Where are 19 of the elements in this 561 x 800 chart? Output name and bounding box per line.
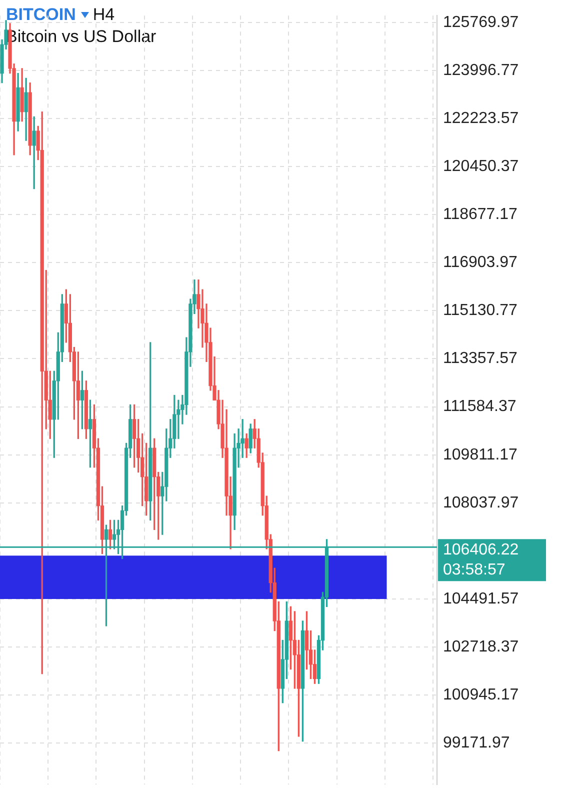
y-tick-label: 113357.57 [443,350,518,368]
y-tick-label: 116903.97 [443,254,518,272]
y-tick-label: 100945.17 [443,686,519,704]
text: 03:58:57 [443,562,506,579]
y-tick-label: 111584.37 [443,398,516,416]
y-tick-label: 125769.97 [443,14,519,31]
y-tick-label: 115130.77 [443,302,518,320]
annotation: H4 [92,5,115,24]
ref-line-label: 106406.22 [443,542,519,559]
y-tick-label: 99171.97 [443,734,510,752]
y-tick-label: 108037.97 [443,494,519,512]
chart-title: BITCOIN [6,5,76,24]
y-tick-label: 120450.37 [443,158,519,175]
y-tick-label: 118677.17 [443,206,518,223]
y-tick-label: 104491.57 [443,590,519,608]
y-tick-label: 123996.77 [443,62,519,79]
y-tick-label: 109811.17 [443,446,518,464]
y-tick-label: 122223.57 [443,110,519,127]
y-tick-label: 102718.37 [443,638,519,656]
